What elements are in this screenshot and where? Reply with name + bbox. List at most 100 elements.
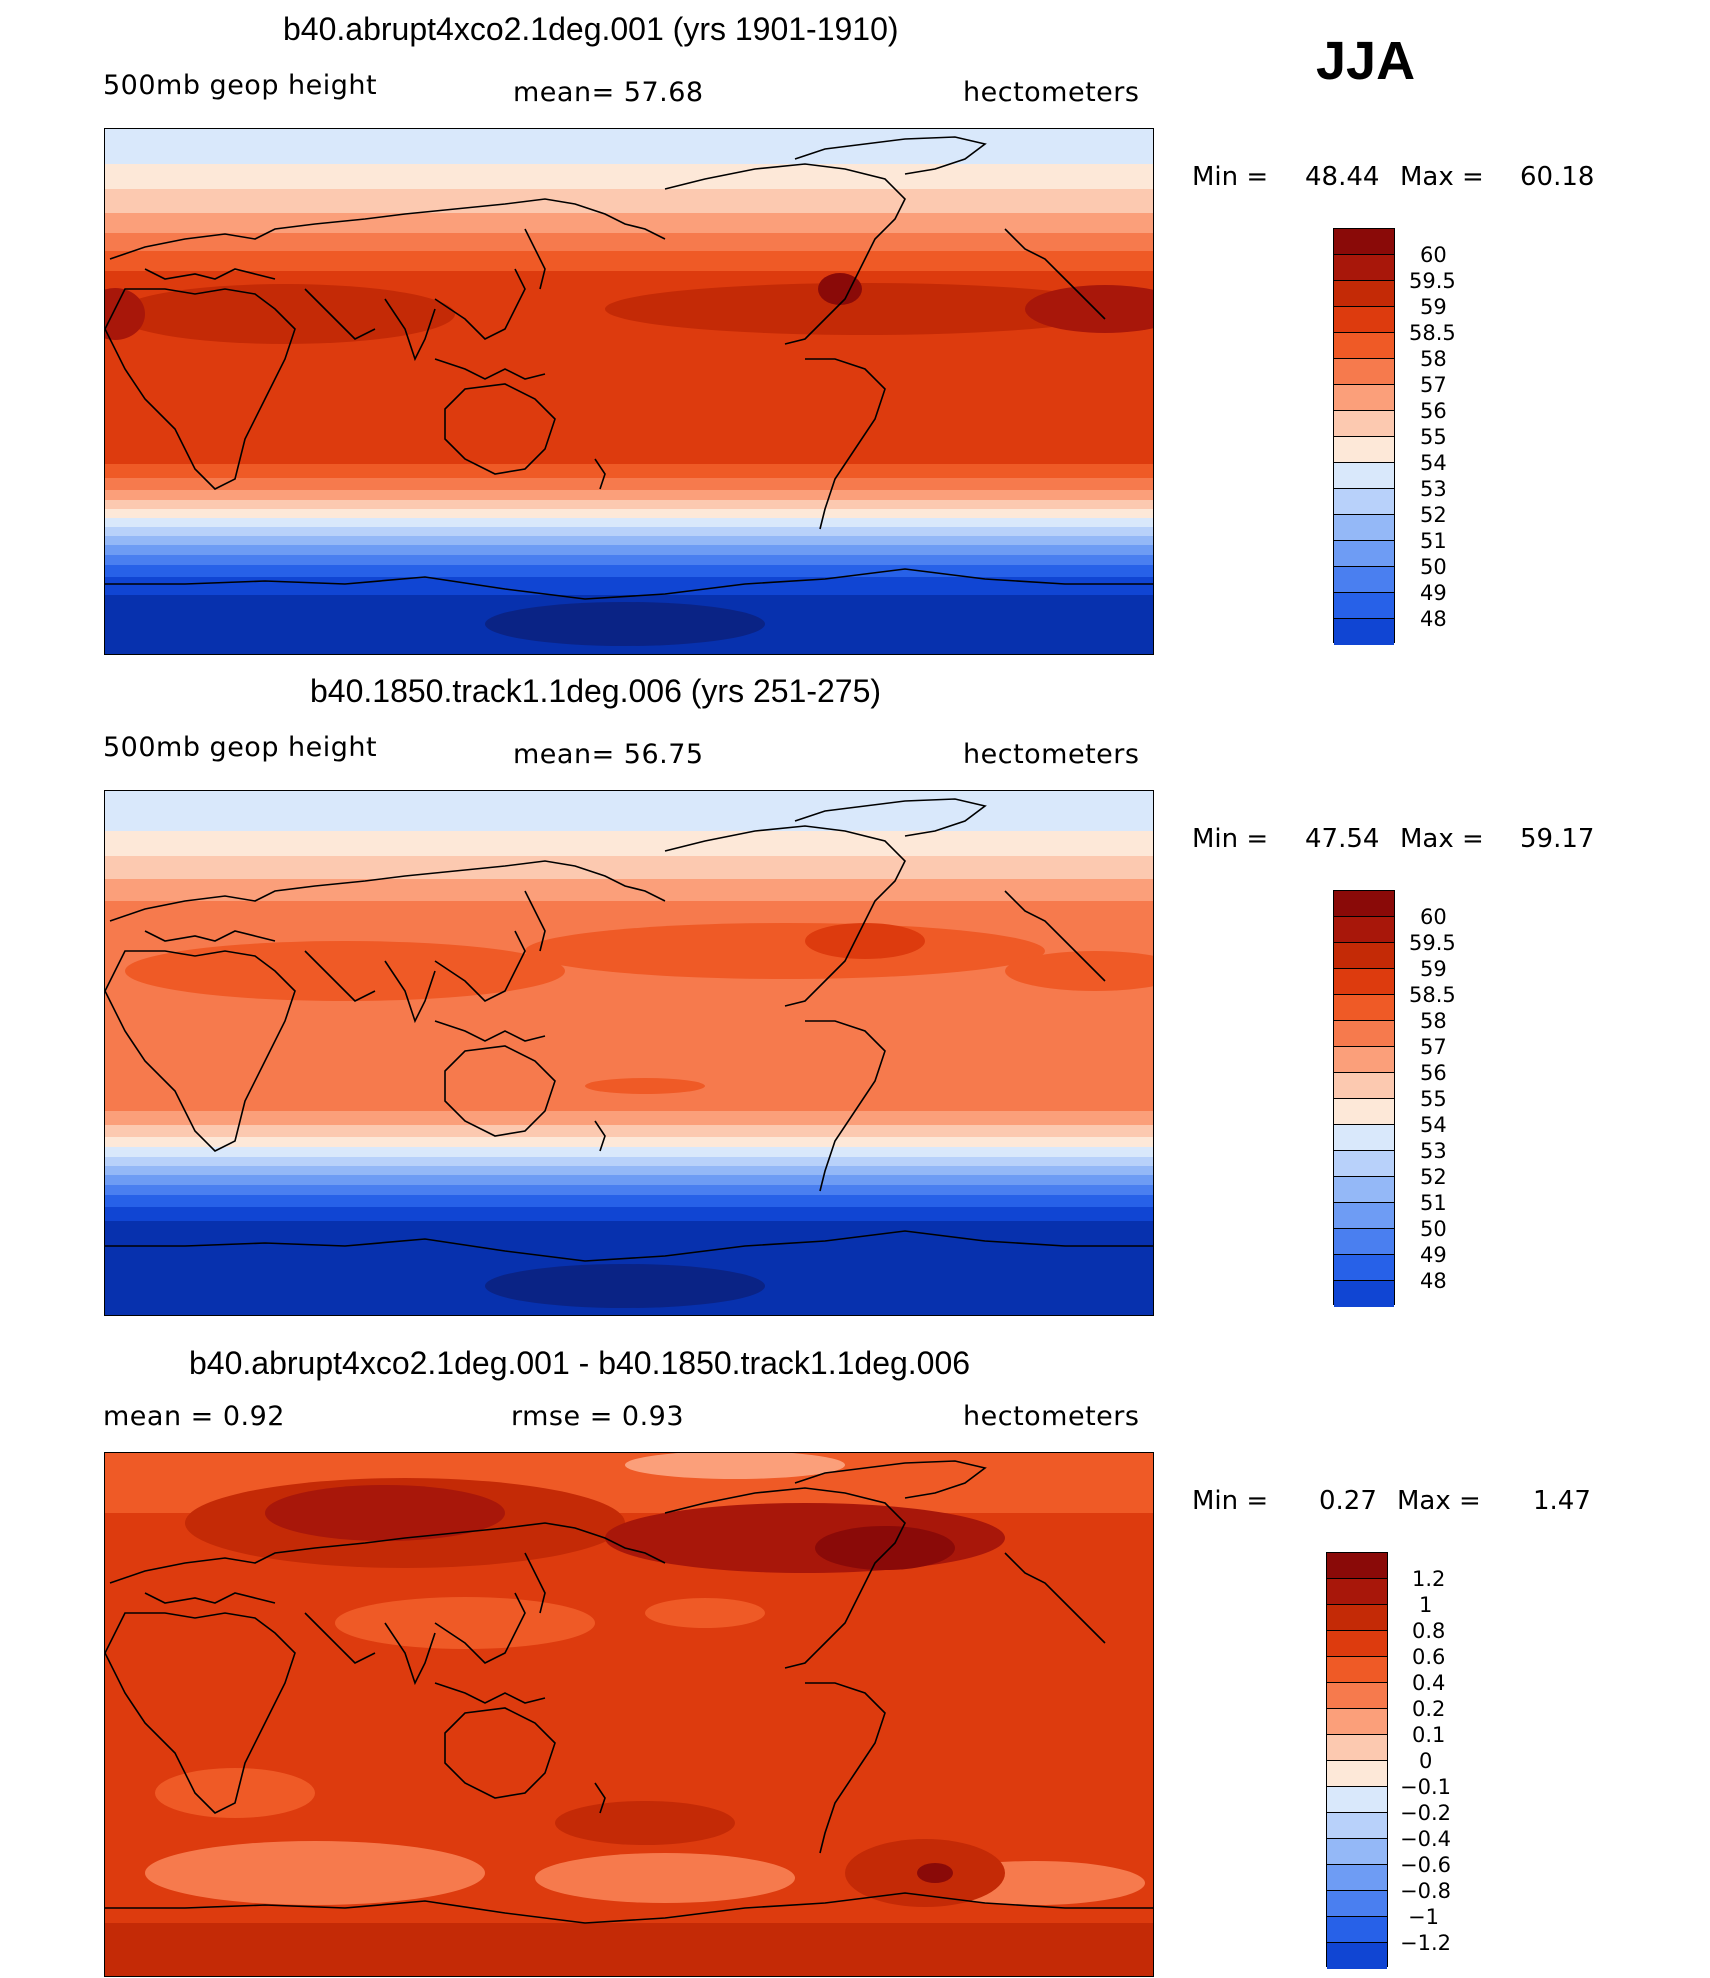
cb-mid-seg-3 [1334,943,1394,969]
cb-mid-seg-15 [1334,1255,1394,1281]
band-n3 [105,189,1153,217]
cb-top-seg-3 [1334,281,1394,307]
cb-mid-label-0: 60 [1420,905,1447,929]
panel-bottom-colorbar [1326,1552,1388,1969]
coast-antarctica [105,1230,1153,1262]
cb-bot-label-13: −1 [1408,1905,1439,1929]
panel-bottom-units: hectometers [963,1401,1140,1432]
panel-top-units: hectometers [963,77,1140,108]
cb-mid-seg-16 [1334,1281,1394,1307]
cb-top-label-4: 58 [1420,347,1447,371]
panel-bottom-max-label: Max = [1397,1486,1481,1516]
blob-pacific-mid [645,1598,765,1628]
blob-atlantic [1005,951,1153,991]
blob-southern-1 [145,1841,485,1905]
coast-australia [444,1045,556,1137]
cb-bot-label-0: 1.2 [1412,1567,1446,1591]
blob-sa-max [917,1863,953,1883]
blob-arctic-low [625,1453,845,1479]
cb-mid-seg-13 [1334,1203,1394,1229]
cb-top-seg-16 [1334,619,1394,645]
cb-top-seg-13 [1334,541,1394,567]
cb-top-label-9: 53 [1420,477,1447,501]
cb-bot-seg-15 [1327,1917,1387,1943]
band-n5 [105,233,1153,255]
cb-bot-label-11: −0.6 [1400,1853,1451,1877]
cb-top-label-8: 54 [1420,451,1447,475]
panel-top-title: b40.abrupt4xco2.1deg.001 (yrs 1901-1910) [283,11,899,47]
coast-india [384,1622,436,1686]
cb-mid-seg-5 [1334,995,1394,1021]
coast-europe-west [1004,1552,1106,1644]
cb-top-seg-10 [1334,463,1394,489]
band-s4 [105,500,1153,509]
cb-top-seg-15 [1334,593,1394,619]
cb-mid-seg-4 [1334,969,1394,995]
cb-bot-label-2: 0.8 [1412,1619,1446,1643]
cb-top-label-7: 55 [1420,425,1447,449]
coast-arabia [304,1612,376,1664]
cb-mid-seg-9 [1334,1099,1394,1125]
band-n6 [105,251,1153,271]
panel-middle-map [104,790,1154,1316]
coastlines [105,136,1153,600]
band-s10 [105,555,1153,565]
coast-north-america [664,825,906,1007]
band-s5 [105,1157,1153,1166]
panel-middle-min-label: Min = [1192,824,1269,854]
cb-bot-seg-3 [1327,1605,1387,1631]
cb-bot-seg-13 [1327,1865,1387,1891]
coast-eurasia-north [109,198,666,260]
cb-top-label-3: 58.5 [1409,321,1456,345]
cb-bot-label-5: 0.2 [1412,1697,1446,1721]
band-s3 [105,490,1153,500]
cb-bot-label-4: 0.4 [1412,1671,1446,1695]
blob-asia-mid [335,1597,595,1649]
cb-top-seg-14 [1334,567,1394,593]
coast-se-asia [434,930,526,1002]
coast-japan [524,890,546,952]
coast-arabia [304,950,376,1002]
band-s11 [105,565,1153,577]
coast-indonesia [434,1682,546,1704]
panel-bottom-map-svg [105,1453,1153,1976]
band-s8 [105,1185,1153,1195]
cb-top-seg-12 [1334,515,1394,541]
cb-mid-seg-11 [1334,1151,1394,1177]
cb-bot-seg-9 [1327,1761,1387,1787]
cb-top-label-1: 59.5 [1409,269,1456,293]
cb-top-label-10: 52 [1420,503,1447,527]
cb-mid-seg-14 [1334,1229,1394,1255]
band-s1 [105,464,1153,478]
coast-japan [524,228,546,290]
band-n1 [105,791,1153,836]
coast-arabia [304,288,376,340]
coast-north-america [664,163,906,345]
panel-top-map-svg [105,129,1153,654]
cb-mid-label-14: 48 [1420,1269,1447,1293]
band-s10 [105,1207,1153,1221]
coast-nz [594,1782,606,1814]
cb-bot-label-7: 0 [1419,1749,1433,1773]
blob-pacific-high [605,283,1125,335]
cb-bot-seg-8 [1327,1735,1387,1761]
coast-mediterranean [144,1592,276,1604]
coast-south-america [805,1020,886,1192]
blob-southern-2 [535,1853,795,1903]
cb-bot-seg-16 [1327,1943,1387,1969]
cb-top-seg-7 [1334,385,1394,411]
panel-middle-mean: mean= 56.75 [513,739,704,770]
cb-top-seg-6 [1334,359,1394,385]
band-s3 [105,1137,1153,1147]
cb-mid-seg-7 [1334,1047,1394,1073]
blob-africa [125,941,565,1001]
coast-se-asia [434,268,526,340]
panel-middle-min-value: 47.54 [1305,824,1380,854]
cb-mid-label-13: 49 [1420,1243,1447,1267]
cb-top-seg-8 [1334,411,1394,437]
cb-bot-seg-12 [1327,1839,1387,1865]
blob-spacific-high [555,1801,735,1845]
cb-top-label-11: 51 [1420,529,1447,553]
panel-bottom-rmse: rmse = 0.93 [511,1401,685,1432]
cb-top-label-6: 56 [1420,399,1447,423]
